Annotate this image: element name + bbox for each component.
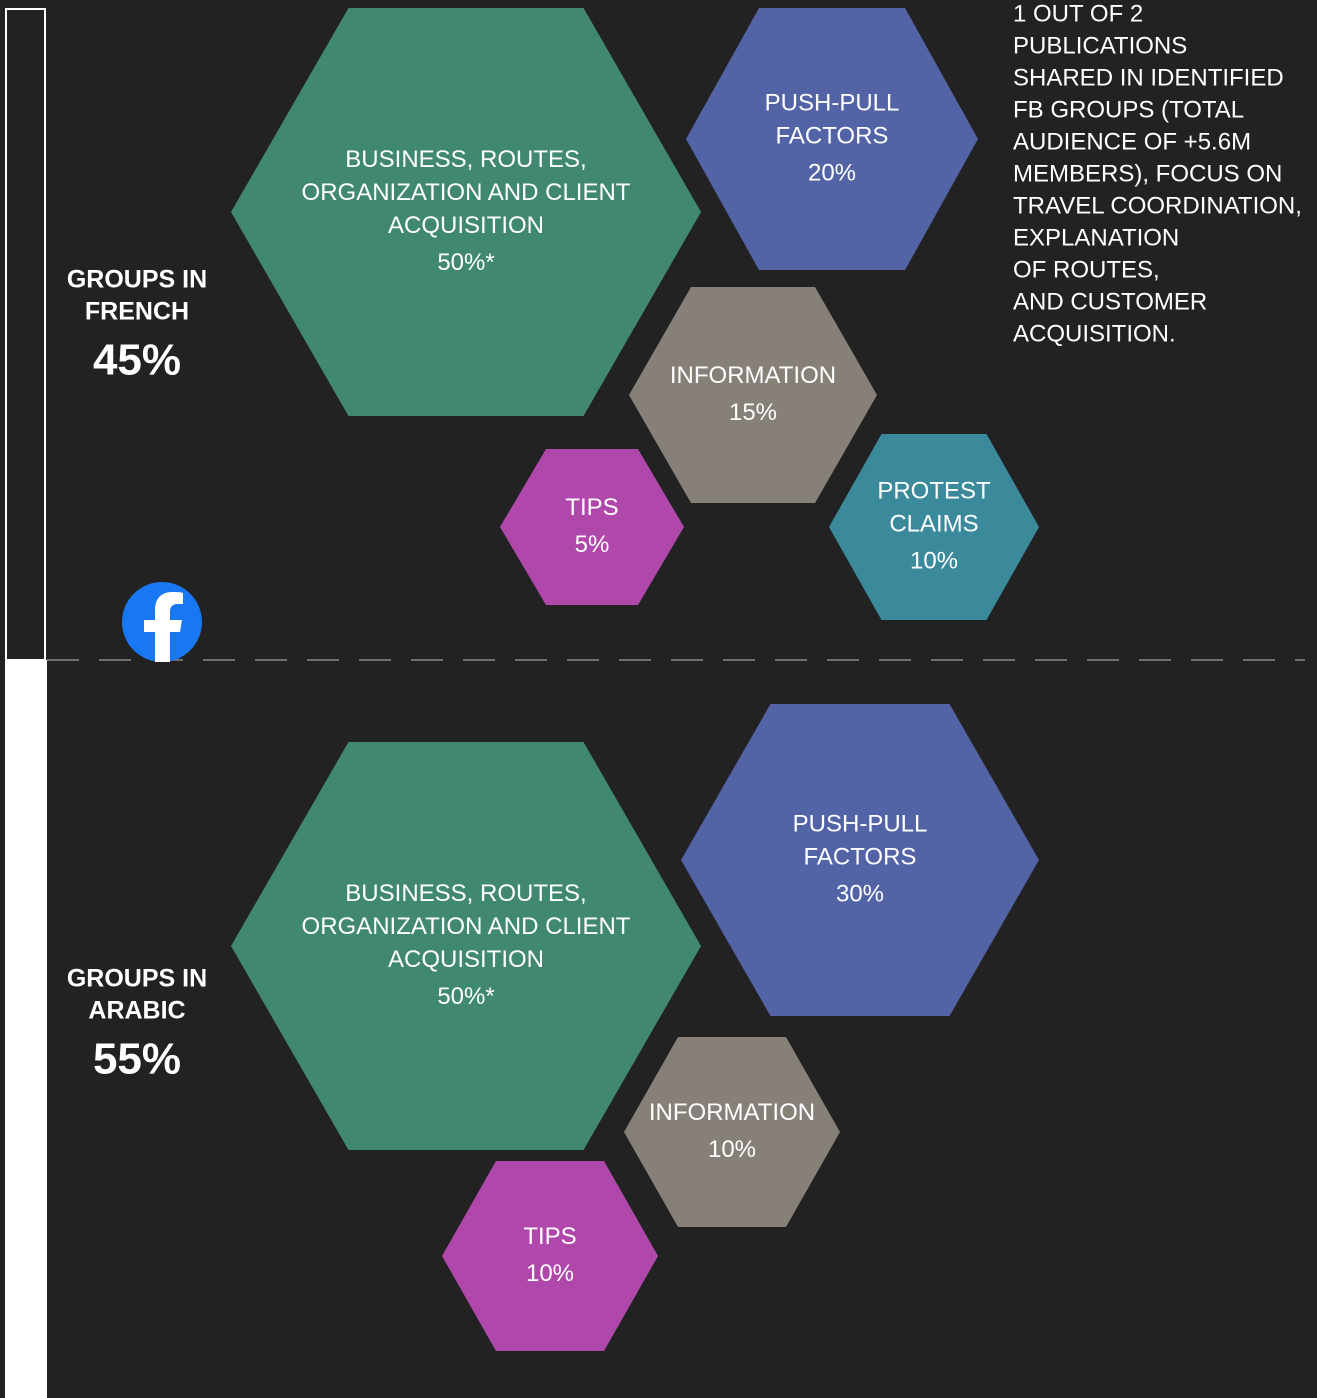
hexagon-label: ACQUISITION <box>388 946 544 973</box>
hexagon-label: FACTORS <box>776 122 889 149</box>
hexagon-label: INFORMATION <box>670 362 836 389</box>
facebook-icon <box>122 582 202 662</box>
hexagon-label: TIPS <box>523 1223 576 1250</box>
note-line: MEMBERS), FOCUS ON <box>1013 160 1282 187</box>
hexagon-label: PROTEST <box>877 477 991 504</box>
note-line: OF ROUTES, <box>1013 256 1160 283</box>
hexagon-value: 10% <box>708 1136 756 1163</box>
hexagon <box>829 434 1039 620</box>
hexagon <box>629 287 877 503</box>
note-line: TRAVEL COORDINATION, <box>1013 192 1302 219</box>
hexagon-value: 10% <box>910 547 958 574</box>
hexagon-value: 30% <box>836 880 884 907</box>
hexagon-label: PUSH-PULL <box>793 810 928 837</box>
hexagon <box>624 1037 840 1227</box>
hexagon-label: ORGANIZATION AND CLIENT <box>302 913 631 940</box>
hexagon-label: ORGANIZATION AND CLIENT <box>302 179 631 206</box>
hexagon-value: 15% <box>729 399 777 426</box>
hexagon-value: 50%* <box>437 249 494 276</box>
section-bar-filled <box>5 660 47 1398</box>
note-line: EXPLANATION <box>1013 224 1179 251</box>
hexagon <box>442 1161 658 1351</box>
hexagon-value: 10% <box>526 1260 574 1287</box>
note-line: PUBLICATIONS <box>1013 32 1187 59</box>
group-share: 45% <box>93 336 181 385</box>
section-bar-outline <box>5 8 46 661</box>
note-line: FB GROUPS (TOTAL <box>1013 96 1244 123</box>
hexagon-value: 20% <box>808 159 856 186</box>
hexagon <box>681 704 1039 1016</box>
hexagon-label: INFORMATION <box>649 1099 815 1126</box>
note-line: AUDIENCE OF +5.6M <box>1013 128 1251 155</box>
group-label: GROUPS IN <box>67 266 207 294</box>
group-label: ARABIC <box>88 997 185 1025</box>
hexagon-value: 50%* <box>437 983 494 1010</box>
hexagon-label: ACQUISITION <box>388 212 544 239</box>
note-line: ACQUISITION. <box>1013 320 1176 347</box>
hexagon-label: PUSH-PULL <box>765 89 900 116</box>
hexagon-label: TIPS <box>565 494 618 521</box>
hexagon-value: 5% <box>575 531 610 558</box>
hexagon <box>500 449 684 605</box>
hexagon-label: CLAIMS <box>889 510 978 537</box>
hexagon <box>231 8 701 416</box>
group-share: 55% <box>93 1035 181 1084</box>
hexagon <box>686 8 978 270</box>
hexagon-label: BUSINESS, ROUTES, <box>345 880 586 907</box>
note-line: AND CUSTOMER <box>1013 288 1207 315</box>
hexagon <box>231 742 701 1150</box>
group-label: GROUPS IN <box>67 965 207 993</box>
hexagon-label: BUSINESS, ROUTES, <box>345 146 586 173</box>
note-line: SHARED IN IDENTIFIED <box>1013 64 1284 91</box>
hexagon-label: FACTORS <box>804 843 917 870</box>
group-label: FRENCH <box>85 298 189 326</box>
note-line: 1 OUT OF 2 <box>1013 0 1143 27</box>
